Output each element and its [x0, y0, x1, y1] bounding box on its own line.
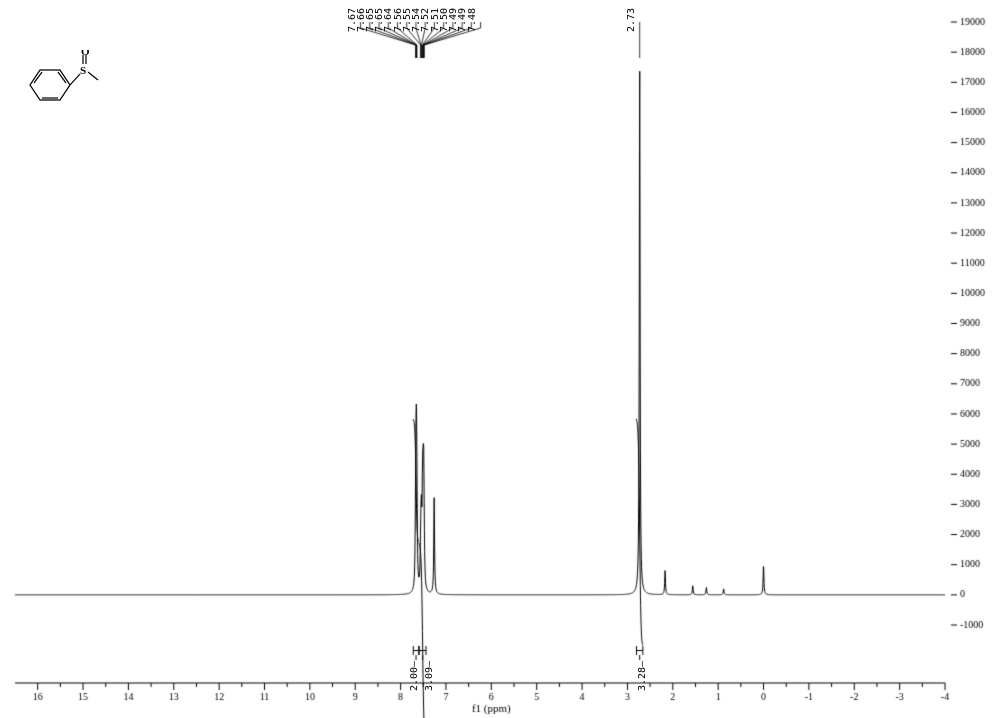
benzene-ring: [30, 70, 70, 100]
nmr-plot-canvas: [0, 0, 1000, 718]
bond-ring-s: [70, 74, 80, 85]
peak-ppm-label: 2.73: [626, 8, 637, 32]
bond-s-me: [88, 72, 98, 80]
peak-ppm-label: 7.48: [467, 8, 478, 32]
integral-value-label: 2.00—: [409, 661, 420, 691]
integral-value-label: 3.09—: [424, 661, 435, 691]
atom-s-label: S: [80, 65, 86, 77]
atom-o-label: O: [81, 50, 90, 58]
nmr-spectrum-container: 7.677.667.657.657.647.567.557.547.527.51…: [0, 0, 1000, 718]
integral-value-label: 3.28—: [637, 661, 648, 691]
structure-inset: S O: [22, 50, 102, 120]
